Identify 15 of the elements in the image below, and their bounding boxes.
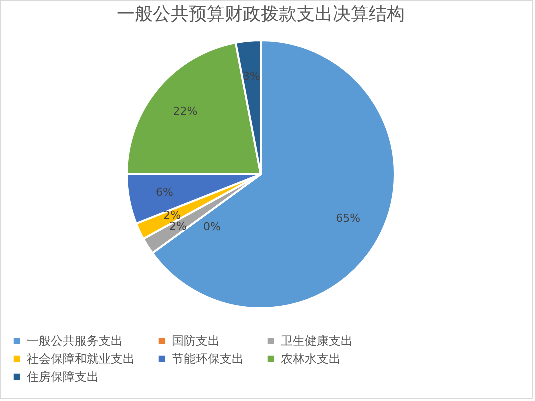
data-label: 3%	[243, 70, 261, 83]
data-label: 2%	[170, 220, 187, 234]
data-label: 6%	[156, 186, 174, 199]
data-label: 65%	[336, 212, 361, 225]
legend-label: 节能环保支出	[172, 352, 244, 366]
legend-label: 国防支出	[172, 334, 220, 348]
legend-label: 一般公共服务支出	[27, 334, 123, 348]
legend-label: 卫生健康支出	[281, 334, 353, 348]
legend-label: 住房保障支出	[26, 370, 99, 384]
chart-title: 一般公共预算财政拨款支出决算结构	[117, 4, 405, 25]
data-label: 22%	[173, 105, 198, 118]
legend-label: 社会保障和就业支出	[27, 352, 135, 366]
legend-label: 农林水支出	[281, 352, 341, 366]
text: 0%	[204, 220, 222, 234]
data-label: 2%	[164, 209, 182, 222]
